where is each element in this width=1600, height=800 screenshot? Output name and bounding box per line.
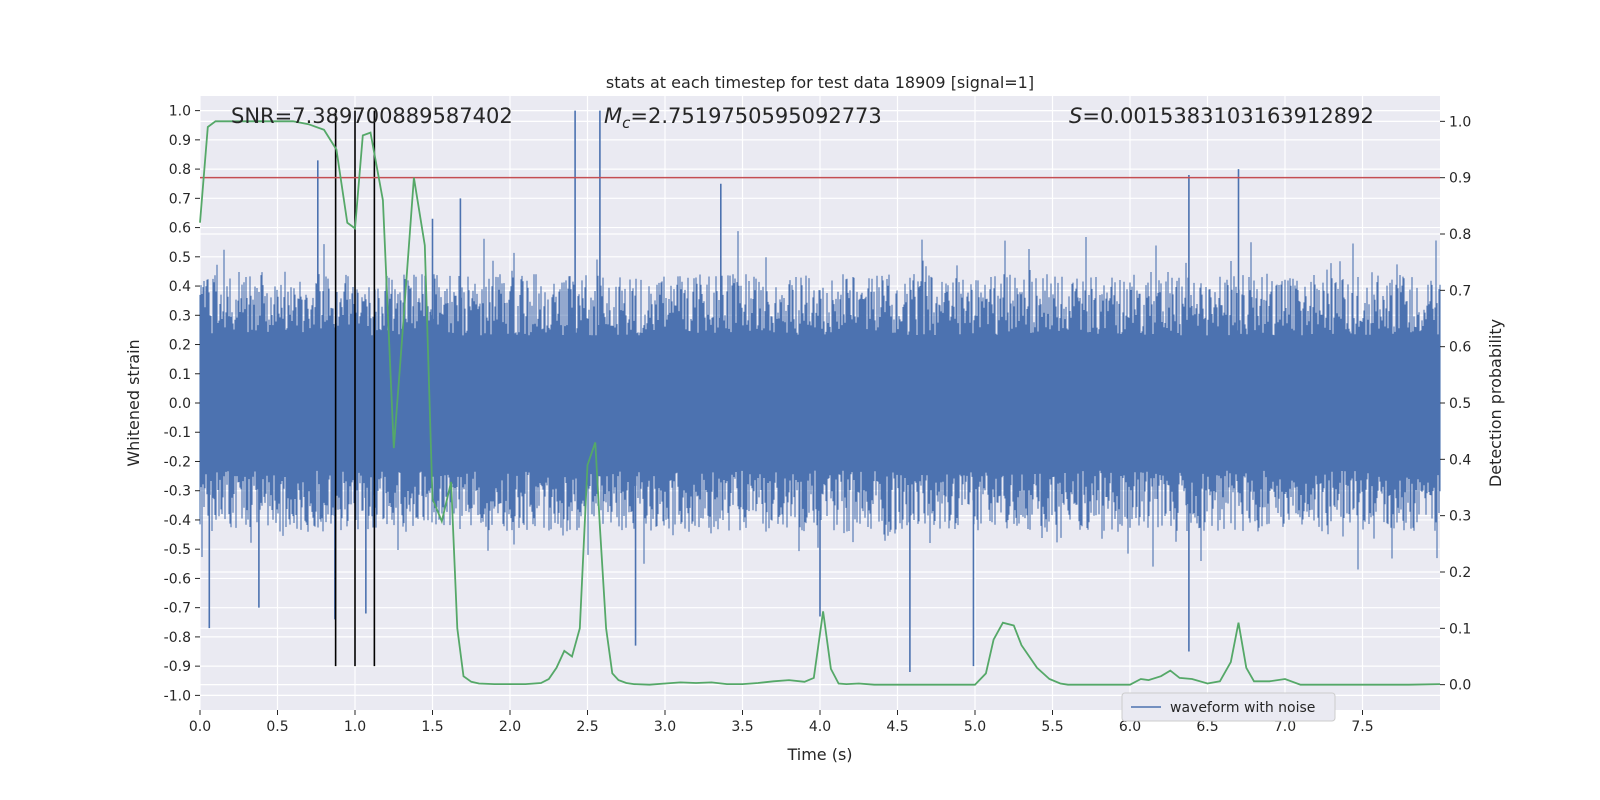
x-tick-label: 7.5 xyxy=(1351,719,1373,735)
y-tick-label: -0.1 xyxy=(164,425,191,441)
x-tick-label: 6.0 xyxy=(1119,719,1141,735)
x-axis-label: Time (s) xyxy=(786,745,852,764)
x-tick-label: 4.0 xyxy=(809,719,831,735)
waveform-series xyxy=(199,110,1441,672)
legend-box xyxy=(1121,692,1336,722)
y-tick-label: -0.6 xyxy=(164,571,191,587)
y-tick-label: 0.3 xyxy=(169,308,191,324)
y-tick-label: -0.7 xyxy=(164,601,191,617)
y-tick-label: 0.6 xyxy=(169,221,191,237)
y2-tick-label: 1.0 xyxy=(1449,114,1471,130)
y-tick-label: -0.9 xyxy=(164,659,191,675)
event-markers xyxy=(334,110,376,667)
s-annotation: S=0.0015383103163912892 xyxy=(1069,104,1374,128)
y2-tick-label: 0.2 xyxy=(1449,565,1471,581)
y-tick-label: 0.0 xyxy=(169,396,191,412)
y2-axis-label: Detection probability xyxy=(1486,319,1505,487)
y-tick-label: -0.4 xyxy=(164,513,191,529)
y-tick-label: 0.7 xyxy=(169,191,191,207)
y2-tick-label: 0.6 xyxy=(1449,340,1471,356)
y2-tick-label: 0.5 xyxy=(1449,396,1471,412)
y2-tick-label: 0.9 xyxy=(1449,171,1471,187)
snr-annotation: SNR=7.389700889587402 xyxy=(231,104,513,128)
y2-tick-label: 0.7 xyxy=(1449,283,1471,299)
x-tick-label: 5.0 xyxy=(964,719,986,735)
x-tick-label: 2.0 xyxy=(499,719,521,735)
y-tick-label: 0.8 xyxy=(169,162,191,178)
y-tick-label: 0.9 xyxy=(169,133,191,149)
x-tick-label: 4.5 xyxy=(886,719,908,735)
y-tick-label: 0.4 xyxy=(169,279,191,295)
waveform-noise-band xyxy=(199,231,1441,570)
y-tick-label: -0.8 xyxy=(164,630,191,646)
y-tick-label: 0.2 xyxy=(169,338,191,354)
x-tick-label: 0.5 xyxy=(266,719,288,735)
x-tick-label: 1.0 xyxy=(344,719,366,735)
chirp-mass-annotation: Mc=2.7519750595092773 xyxy=(604,104,882,132)
y-tick-label: 1.0 xyxy=(169,104,191,120)
y2-tick-label: 0.4 xyxy=(1449,452,1471,468)
y2-tick-label: 0.1 xyxy=(1449,621,1471,637)
x-tick-label: 1.5 xyxy=(421,719,443,735)
x-tick-label: 5.5 xyxy=(1041,719,1063,735)
y2-tick-label: 0.8 xyxy=(1449,227,1471,243)
probability-line xyxy=(199,120,1441,686)
x-tick-label: 2.5 xyxy=(576,719,598,735)
y-tick-label: -0.3 xyxy=(164,484,191,500)
chart-title: stats at each timestep for test data 189… xyxy=(606,73,1034,92)
x-tick-label: 3.0 xyxy=(654,719,676,735)
y-tick-label: -0.5 xyxy=(164,542,191,558)
y-tick-label: -1.0 xyxy=(164,688,191,704)
legend-label: waveform with noise xyxy=(1170,700,1315,716)
x-tick-label: 7.0 xyxy=(1274,719,1296,735)
y2-tick-label: 0.3 xyxy=(1449,509,1471,525)
x-tick-label: 6.5 xyxy=(1196,719,1218,735)
axis-ticks: 0.0 0.5 1.0 1.5 2.0 2.5 3.0 3.5 4.0 4.5 5.0 5.5 6.0 6… xyxy=(164,104,1472,735)
y-axis-label: Whitened strain xyxy=(124,339,143,466)
legend: waveform with noise xyxy=(1121,692,1336,722)
y-tick-label: -0.2 xyxy=(164,454,191,470)
y-tick-label: 0.1 xyxy=(169,367,191,383)
x-tick-label: 3.5 xyxy=(731,719,753,735)
y2-tick-label: 0.0 xyxy=(1449,678,1471,694)
x-tick-label: 0.0 xyxy=(189,719,211,735)
y-tick-label: 0.5 xyxy=(169,250,191,266)
